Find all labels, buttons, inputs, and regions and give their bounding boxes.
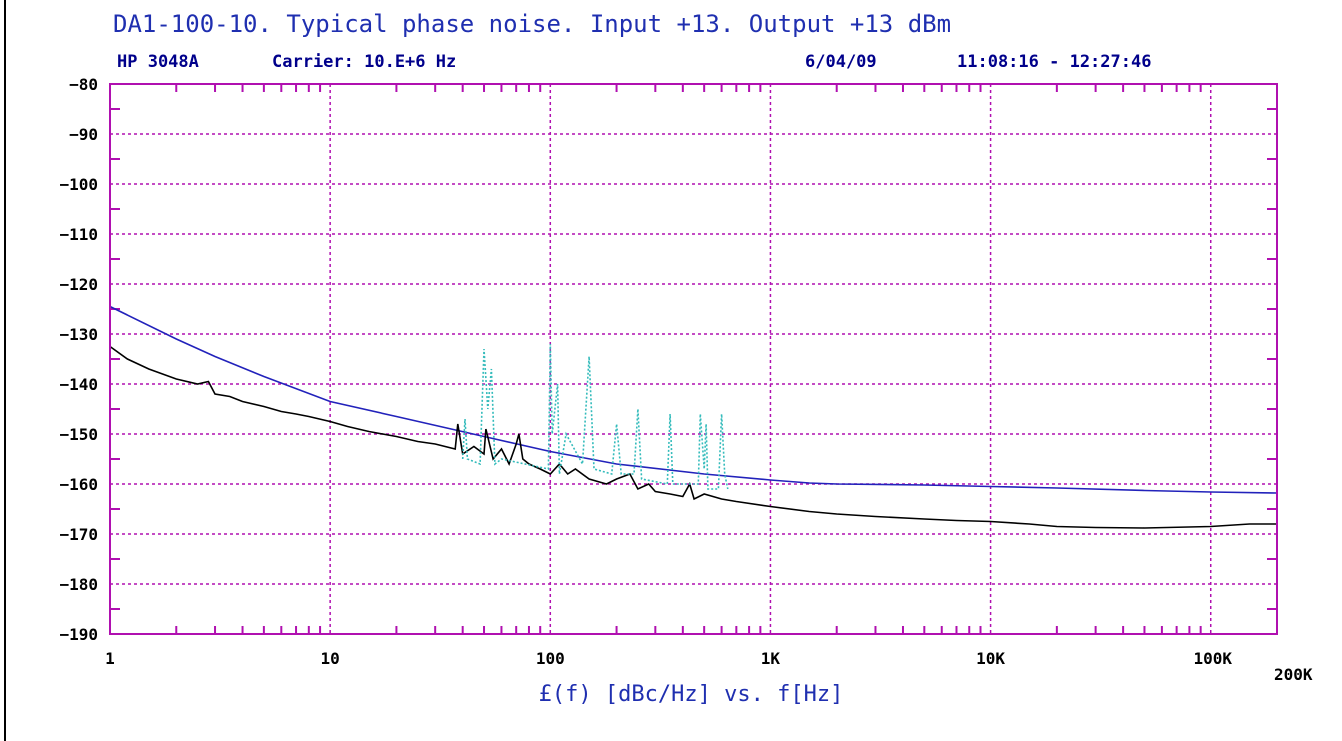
y-tick-label: −150 <box>59 425 98 444</box>
y-tick-label: −90 <box>69 125 98 144</box>
x-tick-label: 1 <box>105 649 115 668</box>
time-range-label: 11:08:16 - 12:27:46 <box>957 52 1151 72</box>
x-tick-labels: 1 10 100 1K 10K 100K 200K <box>105 649 1313 684</box>
carrier-label: Carrier: 10.E+6 Hz <box>272 52 456 72</box>
series-group <box>109 305 1278 529</box>
plot-frame <box>109 83 1278 635</box>
x-axis-label: £(f) [dBc/Hz] vs. f[Hz] <box>539 682 844 707</box>
y-tick-label: −120 <box>59 275 98 294</box>
x-tick-label: 100 <box>536 649 565 668</box>
y-tick-label: −190 <box>59 625 98 644</box>
y-tick-label: −130 <box>59 325 98 344</box>
x-tick-label: 1K <box>761 649 781 668</box>
y-tick-label: −80 <box>69 75 98 94</box>
series-line-1 <box>109 345 1277 529</box>
left-border-line <box>4 0 6 741</box>
tick-marks <box>110 84 1278 634</box>
y-tick-labels: −80 −90 −100 −110 −120 −130 −140 −150 −160 −170 −1… <box>59 75 98 644</box>
instrument-label: HP 3048A <box>117 52 199 72</box>
x-tick-label: 200K <box>1274 665 1313 684</box>
x-tick-label: 100K <box>1193 649 1232 668</box>
y-tick-label: −140 <box>59 375 98 394</box>
y-tick-label: −100 <box>59 175 98 194</box>
y-tick-label: −180 <box>59 575 98 594</box>
grid-lines <box>110 84 1277 634</box>
series-line-0 <box>109 305 1278 494</box>
x-tick-label: 10K <box>976 649 1005 668</box>
date-label: 6/04/09 <box>805 52 877 72</box>
series-line-2 <box>461 343 729 490</box>
x-tick-label: 10 <box>321 649 340 668</box>
chart-title: DA1-100-10. Typical phase noise. Input +… <box>113 10 951 38</box>
y-tick-label: −160 <box>59 475 98 494</box>
y-tick-label: −170 <box>59 525 98 544</box>
y-tick-label: −110 <box>59 225 98 244</box>
